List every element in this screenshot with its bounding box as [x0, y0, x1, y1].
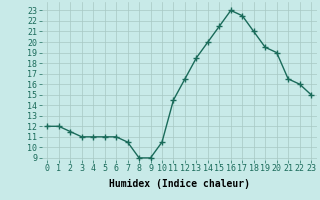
- X-axis label: Humidex (Indice chaleur): Humidex (Indice chaleur): [109, 179, 250, 189]
